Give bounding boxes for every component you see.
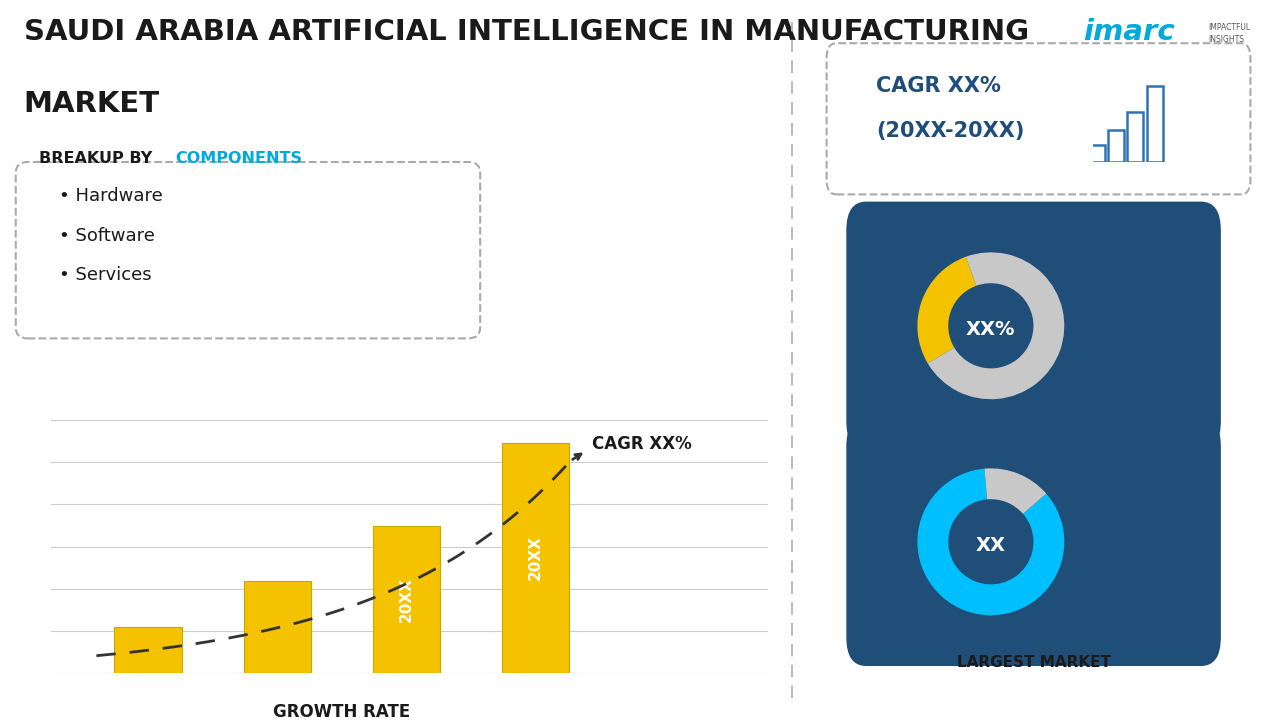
Bar xyxy=(372,526,440,673)
FancyBboxPatch shape xyxy=(827,43,1251,194)
Text: CAGR XX%: CAGR XX% xyxy=(876,76,1001,96)
Bar xyxy=(1128,112,1143,162)
Text: (20XX-20XX): (20XX-20XX) xyxy=(876,121,1024,141)
Text: XX: XX xyxy=(975,536,1006,555)
Wedge shape xyxy=(984,469,1046,514)
Text: BREAKUP BY: BREAKUP BY xyxy=(40,151,159,166)
Text: • Services: • Services xyxy=(59,266,151,284)
Bar xyxy=(1089,145,1105,162)
Text: LARGEST MARKET: LARGEST MARKET xyxy=(956,655,1111,670)
Text: 20XX: 20XX xyxy=(529,536,543,580)
Wedge shape xyxy=(918,257,977,364)
Text: HIGHEST CAGR: HIGHEST CAGR xyxy=(970,439,1097,454)
Text: MARKET: MARKET xyxy=(23,90,160,118)
FancyBboxPatch shape xyxy=(15,162,480,338)
Bar xyxy=(114,627,182,673)
Text: CAGR XX%: CAGR XX% xyxy=(593,435,692,453)
Text: • Hardware: • Hardware xyxy=(59,187,163,205)
Text: COMPONENTS: COMPONENTS xyxy=(175,151,302,166)
FancyBboxPatch shape xyxy=(846,202,1221,450)
Text: • Software: • Software xyxy=(59,227,155,245)
Wedge shape xyxy=(918,469,1064,615)
Text: SAUDI ARABIA ARTIFICIAL INTELLIGENCE IN MANUFACTURING: SAUDI ARABIA ARTIFICIAL INTELLIGENCE IN … xyxy=(23,18,1029,46)
Text: 20XX: 20XX xyxy=(399,577,413,622)
Bar xyxy=(243,581,311,673)
Text: XX%: XX% xyxy=(966,320,1015,339)
Text: GROWTH RATE: GROWTH RATE xyxy=(273,703,411,720)
Text: MARKET GROWTH RATE: MARKET GROWTH RATE xyxy=(932,205,1135,220)
Bar xyxy=(1108,130,1124,162)
Bar xyxy=(502,443,570,673)
FancyBboxPatch shape xyxy=(846,418,1221,666)
Bar xyxy=(1147,86,1162,162)
Text: IMPACTFUL
INSIGHTS: IMPACTFUL INSIGHTS xyxy=(1208,23,1251,44)
Text: imarc: imarc xyxy=(1083,18,1175,46)
Wedge shape xyxy=(928,253,1064,399)
